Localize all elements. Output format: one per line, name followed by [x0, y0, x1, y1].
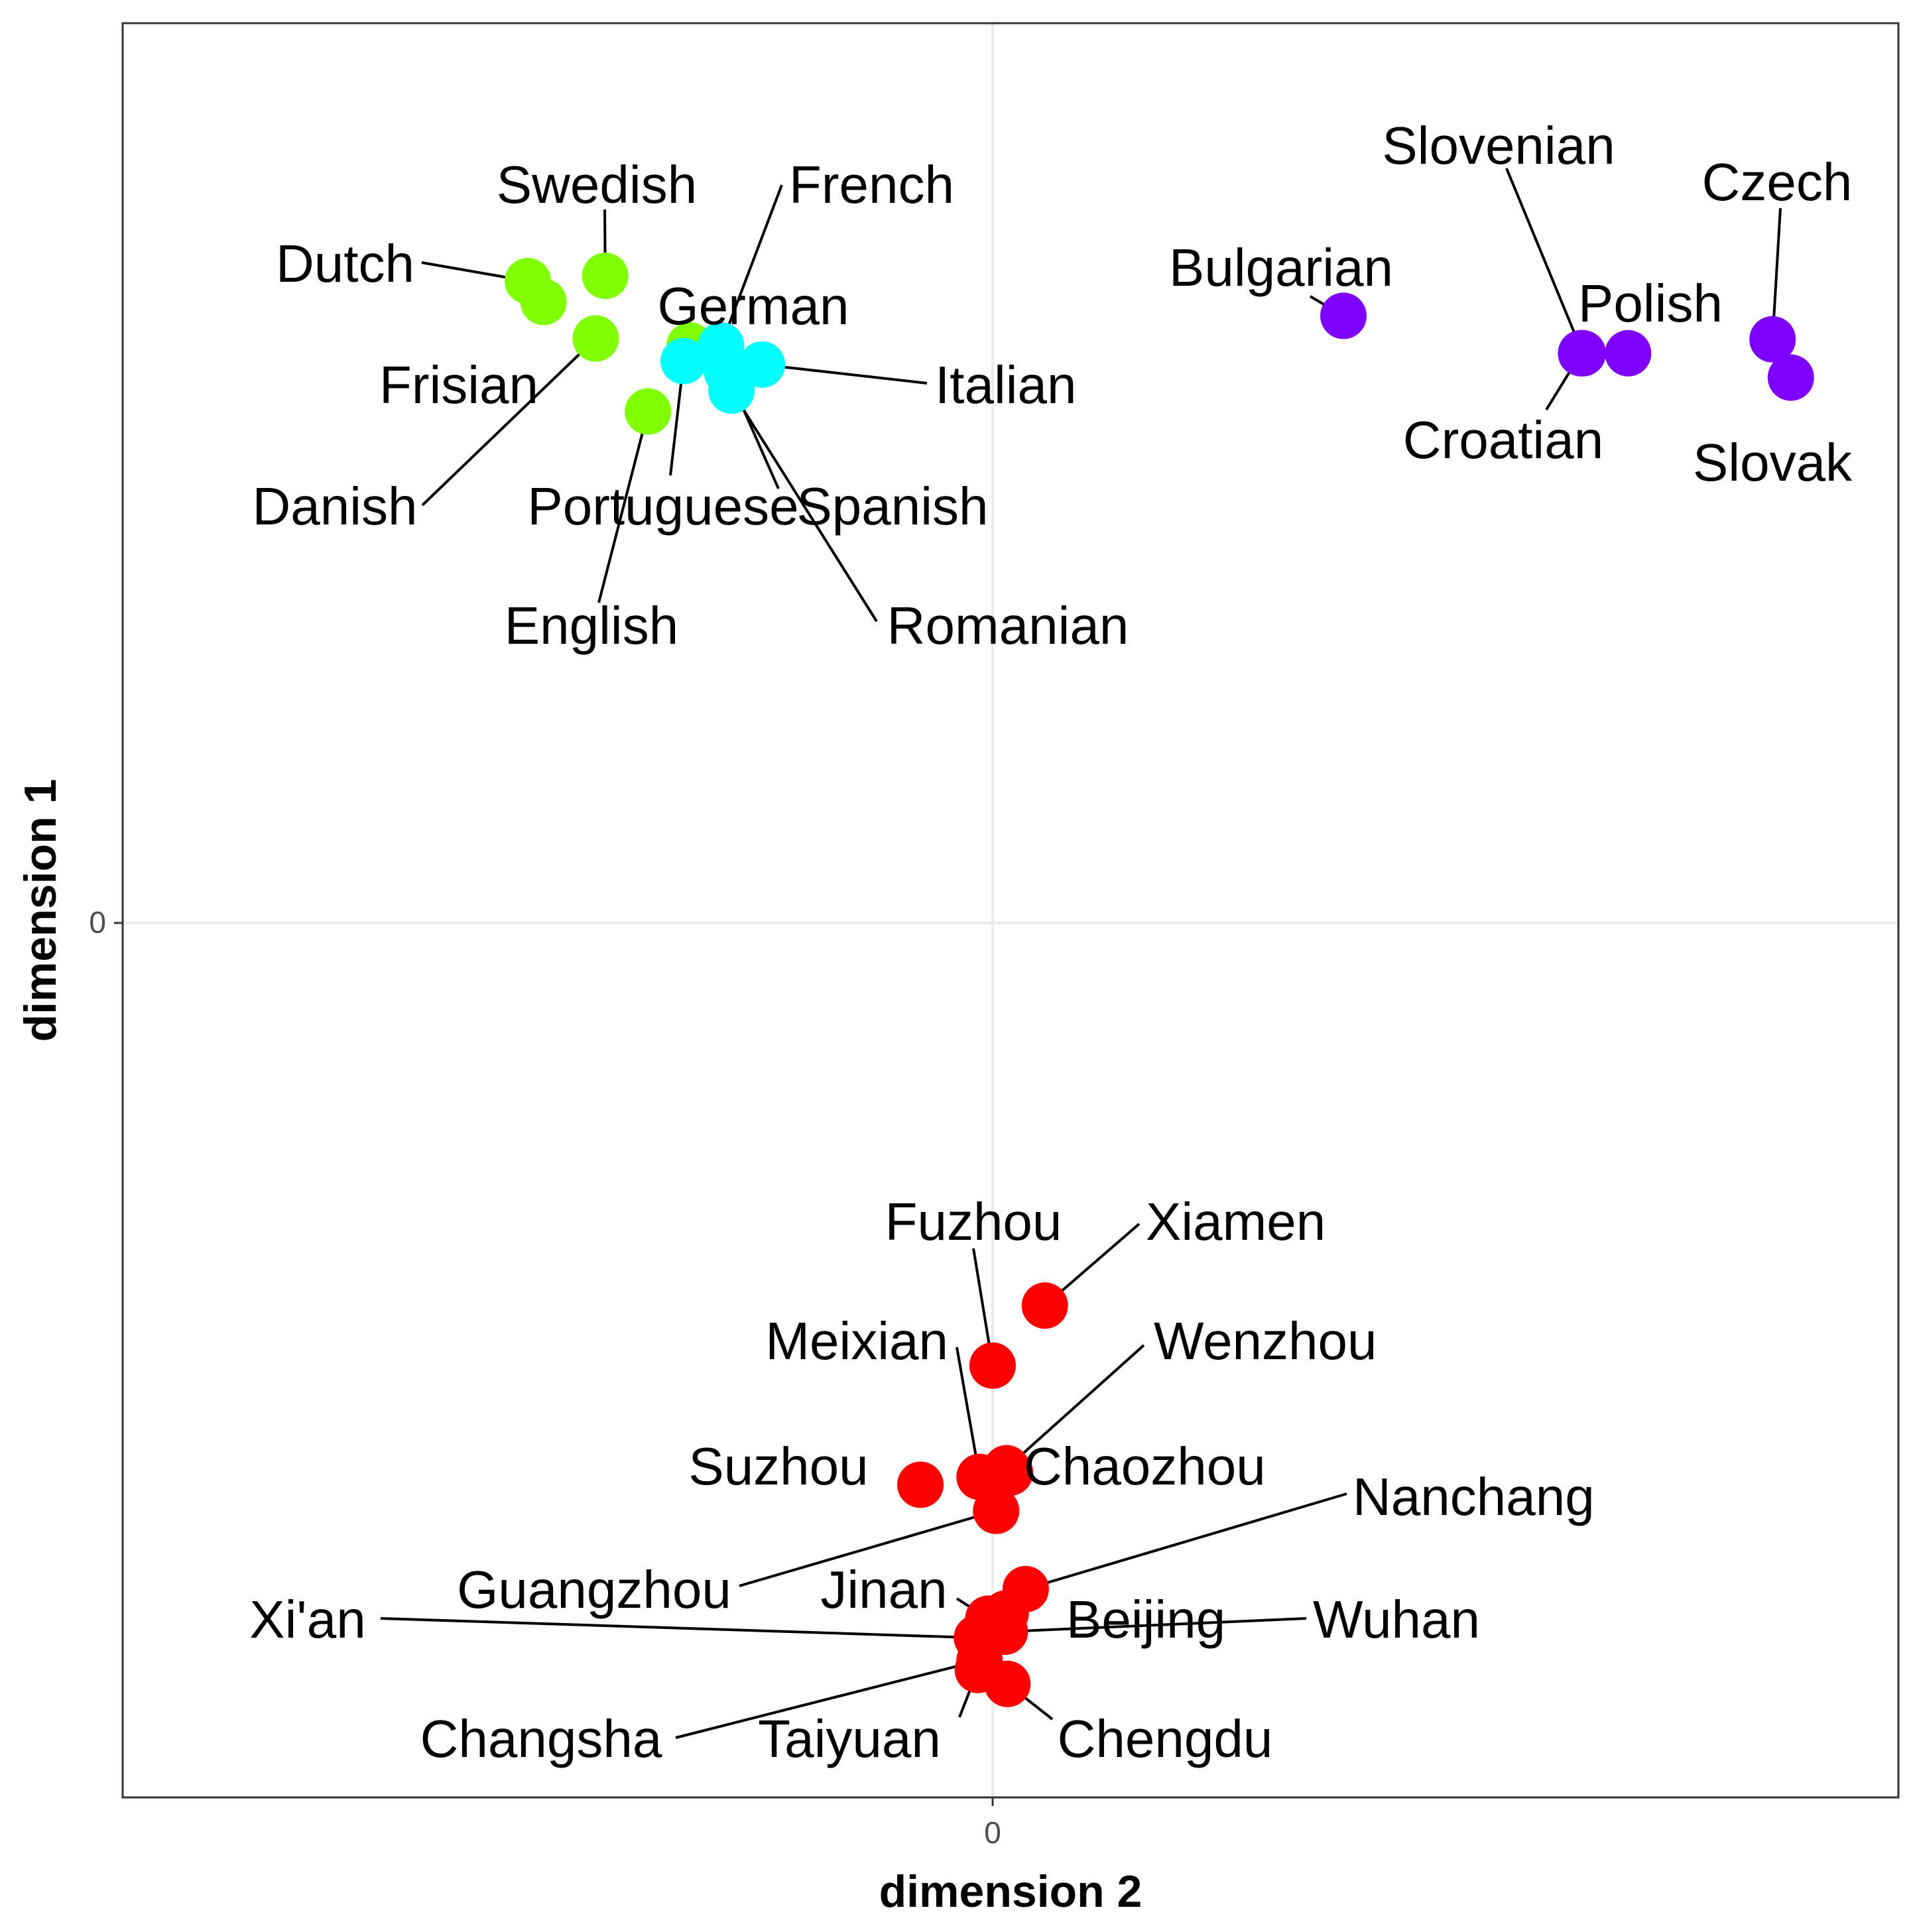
data-points — [504, 253, 1814, 1707]
leader-line-english — [597, 411, 650, 603]
point-label-romanian: Romanian — [887, 596, 1129, 655]
x-axis-title: dimension 2 — [879, 1866, 1142, 1917]
data-point-english — [625, 388, 672, 435]
data-point-chengdu — [984, 1660, 1031, 1707]
point-label-meixian: Meixian — [765, 1311, 948, 1370]
data-point-suzhou — [897, 1461, 944, 1508]
data-point-chaozhou — [987, 1449, 1034, 1496]
data-point-guangzhou — [973, 1487, 1020, 1534]
point-label-fuzhou: Fuzhou — [885, 1192, 1062, 1251]
data-point-frisian — [520, 278, 567, 326]
data-point-slovak — [1767, 354, 1814, 401]
leader-line-wenzhou — [1005, 1344, 1145, 1469]
leader-line-changsha — [675, 1659, 980, 1739]
data-point-polish — [1605, 330, 1652, 377]
data-point-czech — [1749, 316, 1796, 363]
data-point-danish — [572, 315, 619, 362]
point-label-croatian: Croatian — [1403, 410, 1603, 469]
point-label-bulgarian: Bulgarian — [1169, 238, 1393, 297]
point-label-suzhou: Suzhou — [688, 1437, 868, 1496]
point-label-spanish: Spanish — [796, 477, 988, 536]
point-label-changsha: Changsha — [420, 1709, 662, 1768]
data-point-romanian — [708, 367, 755, 414]
point-label-beijing: Beijing — [1066, 1590, 1225, 1649]
point-label-czech: Czech — [1702, 152, 1853, 211]
leader-line-guangzhou — [739, 1509, 997, 1587]
y-axis-title: dimension 1 — [15, 779, 66, 1042]
point-label-chaozhou: Chaozhou — [1024, 1437, 1266, 1496]
data-point-swedish — [582, 253, 629, 300]
plot-panel-border — [121, 22, 1900, 1799]
x-tick-label: 0 — [984, 1815, 1001, 1850]
point-label-english: English — [505, 596, 678, 655]
point-label-italian: Italian — [935, 355, 1076, 414]
leader-line-nanchang — [1025, 1492, 1347, 1591]
point-label-polish: Polish — [1578, 274, 1723, 333]
point-label-danish: Danish — [252, 477, 417, 536]
point-label-xiamen: Xiamen — [1146, 1192, 1326, 1251]
point-label-slovenian: Slovenian — [1382, 116, 1615, 175]
point-label-frisian: Frisian — [379, 355, 538, 414]
leader-line-xi-an — [380, 1617, 977, 1640]
point-label-swedish: Swedish — [497, 155, 697, 214]
leader-line-wuhan — [1005, 1617, 1307, 1634]
point-label-taiyuan: Taiyuan — [758, 1709, 941, 1768]
point-label-french: French — [789, 155, 954, 214]
data-point-xiamen — [1021, 1282, 1068, 1329]
leader-line-italian — [761, 363, 928, 385]
leader-line-romanian — [730, 390, 878, 623]
point-label-german: German — [658, 276, 849, 335]
point-labels: Swedish Dutch Frisian Danish English German Fr… — [249, 116, 1853, 1768]
point-label-slovak: Slovak — [1693, 433, 1853, 492]
leader-line-slovenian — [1505, 168, 1584, 354]
point-label-nanchang: Nanchang — [1353, 1467, 1595, 1526]
leader-line-danish — [421, 337, 597, 507]
data-point-portuguese — [660, 337, 707, 385]
data-point-croatian — [1558, 330, 1605, 377]
leader-line-french — [719, 184, 783, 346]
point-label-dutch: Dutch — [276, 234, 414, 293]
data-point-italian — [739, 341, 786, 388]
label-leader-lines — [380, 168, 1782, 1739]
point-label-wenzhou: Wenzhou — [1154, 1311, 1377, 1370]
data-point-bulgarian — [1320, 292, 1367, 339]
point-label-chengdu: Chengdu — [1058, 1709, 1273, 1768]
point-label-guangzhou: Guangzhou — [457, 1560, 731, 1619]
point-label-xi-an: Xi'an — [249, 1590, 365, 1649]
y-tick-label: 0 — [89, 905, 106, 939]
data-point-fuzhou — [969, 1342, 1016, 1389]
point-label-jinan: Jinan — [820, 1560, 947, 1619]
point-label-wuhan: Wuhan — [1313, 1590, 1480, 1649]
point-label-portuguese: Portuguese — [527, 477, 798, 536]
